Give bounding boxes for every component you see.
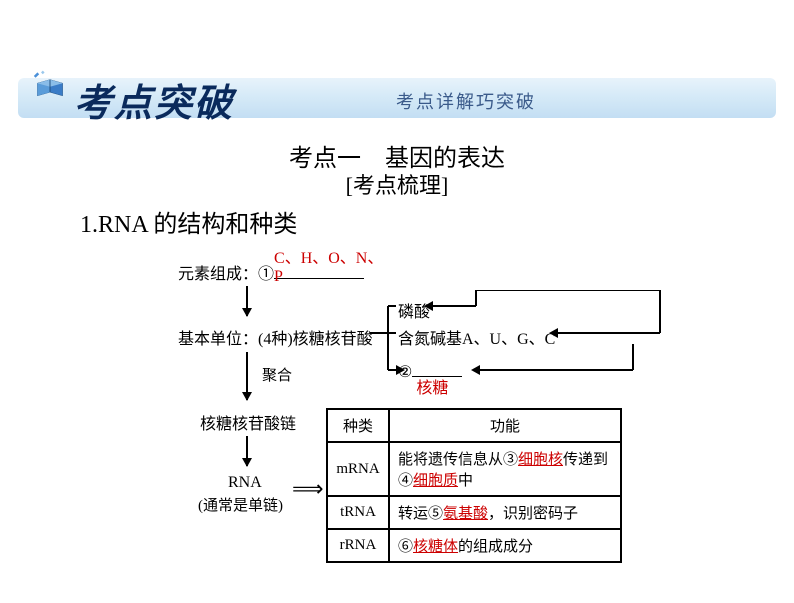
rna-types-table: 种类 功能 mRNA 能将遗传信息从③细胞核传递到④细胞质中 tRNA 转运⑤氨… — [326, 408, 622, 563]
rna-function: 转运⑤氨基酸，识别密码子 — [389, 496, 621, 529]
topic-subheading: [考点梳理] — [0, 168, 794, 200]
rna-type: rRNA — [327, 529, 389, 562]
rna-note-label: (通常是单链) — [198, 494, 283, 515]
section-title: 1.RNA 的结构和种类 — [80, 204, 297, 239]
header-banner: 考点突破 考点详解巧突破 — [18, 78, 776, 118]
arrow-icon — [246, 286, 248, 316]
connector-lines — [370, 290, 670, 390]
polymerize-label: 聚合 — [262, 364, 292, 385]
arrow-icon — [246, 436, 248, 466]
banner-title: 考点突破 — [74, 72, 234, 127]
rna-type: mRNA — [327, 442, 389, 496]
book-icon — [32, 70, 68, 100]
elements-prefix: 元素组成：① — [178, 266, 274, 283]
table-row: mRNA 能将遗传信息从③细胞核传递到④细胞质中 — [327, 442, 621, 496]
basic-unit-label: 基本单位：(4种)核糖核苷酸 — [178, 325, 373, 349]
arrow-right-icon: ⟹ — [292, 476, 318, 502]
arrow-icon — [246, 352, 248, 400]
table-row: tRNA 转运⑤氨基酸，识别密码子 — [327, 496, 621, 529]
elements-value: C、H、O、N、P — [274, 250, 384, 286]
table-header-function: 功能 — [389, 409, 621, 442]
banner-subtitle: 考点详解巧突破 — [396, 88, 536, 114]
rna-function: ⑥核糖体的组成成分 — [389, 529, 621, 562]
chain-label: 核糖核苷酸链 — [200, 410, 296, 434]
rna-label: RNA — [228, 474, 262, 492]
table-header-type: 种类 — [327, 409, 389, 442]
elements-label: 元素组成：① C、H、O、N、P — [178, 260, 364, 284]
rna-function: 能将遗传信息从③细胞核传递到④细胞质中 — [389, 442, 621, 496]
rna-type: tRNA — [327, 496, 389, 529]
table-row: rRNA ⑥核糖体的组成成分 — [327, 529, 621, 562]
